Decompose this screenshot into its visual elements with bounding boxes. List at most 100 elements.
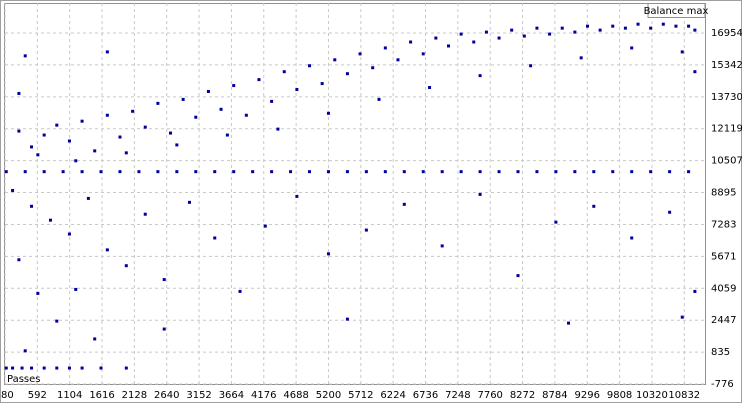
point — [11, 366, 15, 370]
point — [74, 159, 78, 163]
point — [687, 170, 691, 174]
point — [326, 170, 330, 174]
point — [11, 188, 15, 192]
point — [270, 99, 274, 103]
point — [20, 366, 24, 370]
point — [74, 287, 78, 291]
point — [175, 170, 179, 174]
point — [484, 30, 488, 34]
x-tick-label: 1616 — [89, 390, 114, 401]
point — [308, 64, 312, 68]
point — [99, 366, 103, 370]
x-tick-label: 4688 — [283, 390, 308, 401]
point — [497, 170, 501, 174]
point — [345, 170, 349, 174]
point — [573, 170, 577, 174]
point — [592, 204, 596, 208]
point — [36, 153, 40, 157]
x-tick-label: 6736 — [413, 390, 438, 401]
point — [308, 170, 312, 174]
point — [535, 170, 539, 174]
y-tick-label: 15342 — [711, 60, 742, 71]
point — [181, 97, 185, 101]
point — [105, 248, 109, 252]
x-tick-label: 3664 — [219, 390, 244, 401]
point — [213, 236, 217, 240]
point — [611, 170, 615, 174]
x-tick-label: 2640 — [154, 390, 179, 401]
point — [4, 170, 8, 174]
point — [42, 366, 46, 370]
point — [282, 70, 286, 74]
point — [478, 74, 482, 78]
point — [4, 366, 8, 370]
point — [36, 291, 40, 295]
point — [30, 366, 34, 370]
point — [263, 224, 267, 228]
point — [402, 170, 406, 174]
point — [67, 366, 71, 370]
point — [510, 28, 514, 32]
point — [93, 337, 97, 341]
point — [99, 170, 103, 174]
point — [649, 170, 653, 174]
point — [478, 170, 482, 174]
point — [573, 30, 577, 34]
point — [225, 133, 229, 137]
point — [232, 84, 236, 88]
point — [516, 274, 520, 278]
point — [345, 317, 349, 321]
x-tick-label: 3152 — [186, 390, 211, 401]
point — [554, 220, 558, 224]
point — [244, 113, 248, 117]
point — [383, 46, 387, 50]
point — [459, 170, 463, 174]
point — [320, 82, 324, 86]
point — [661, 22, 665, 26]
y-tick-label: 16954 — [711, 28, 742, 39]
x-tick-label: 10832 — [668, 390, 700, 401]
y-label-box — [647, 3, 706, 18]
x-tick-label: 5200 — [316, 390, 341, 401]
point — [295, 88, 299, 92]
point — [169, 131, 173, 135]
point — [61, 170, 65, 174]
point — [289, 170, 293, 174]
x-tick-label: 5712 — [348, 390, 373, 401]
x-tick-label: 1104 — [57, 390, 82, 401]
point — [270, 170, 274, 174]
point — [668, 210, 672, 214]
point — [668, 170, 672, 174]
point — [295, 194, 299, 198]
point — [623, 26, 627, 30]
point — [535, 26, 539, 30]
point — [680, 50, 684, 54]
point — [371, 66, 375, 70]
point — [232, 170, 236, 174]
point — [194, 170, 198, 174]
point — [30, 204, 34, 208]
y-tick-label: 4059 — [711, 283, 736, 294]
x-tick-label: 9296 — [575, 390, 600, 401]
y-tick-label: 13730 — [711, 92, 742, 103]
point — [396, 58, 400, 62]
point — [409, 40, 413, 44]
point — [17, 258, 21, 262]
y-tick-label: 12119 — [711, 124, 742, 135]
point — [434, 36, 438, 40]
point — [206, 89, 210, 93]
point — [421, 170, 425, 174]
point — [124, 366, 128, 370]
plot-area — [4, 3, 706, 385]
point — [23, 349, 27, 353]
point — [80, 170, 84, 174]
point — [276, 127, 280, 131]
point — [55, 319, 59, 323]
x-tick-label: 8784 — [542, 390, 567, 401]
x-tick-label: 8272 — [510, 390, 535, 401]
x-tick-label: 7760 — [477, 390, 502, 401]
point — [86, 196, 90, 200]
point — [80, 366, 84, 370]
